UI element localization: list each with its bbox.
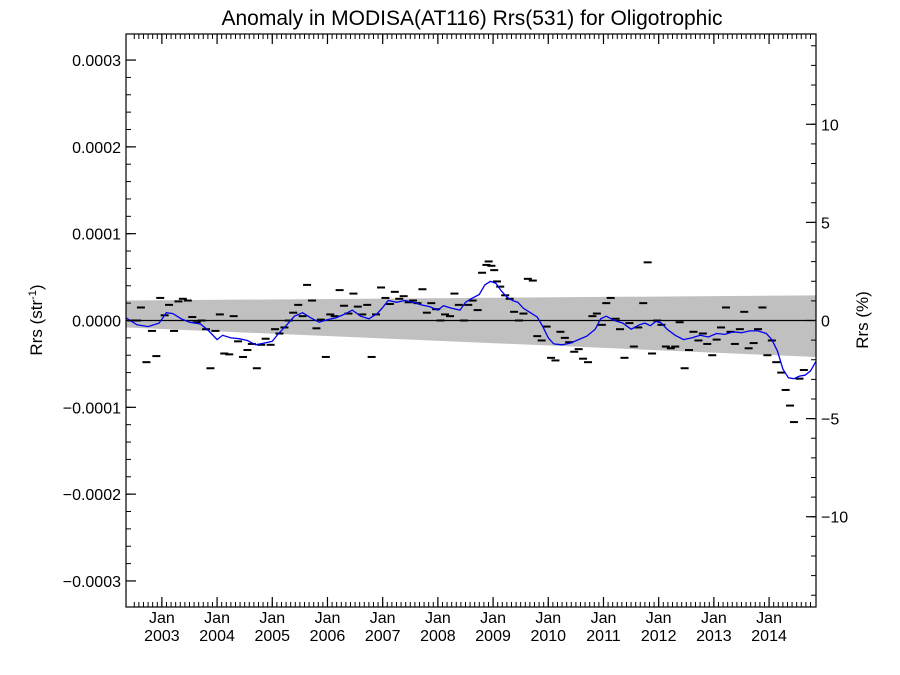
x-tick-label-month: Jan	[591, 610, 617, 627]
x-tick-label-month: Jan	[204, 610, 230, 627]
y-tick-label-left: 0.0000	[72, 314, 121, 331]
y-tick-label-left: 0.0003	[72, 53, 121, 70]
x-tick-label-year: 2014	[751, 628, 787, 645]
uncertainty-band	[126, 295, 816, 357]
y-tick-label-left: −0.0003	[63, 574, 121, 591]
y-axis-left-label-text: Rrs (str	[27, 300, 46, 356]
plot-inner	[126, 260, 816, 424]
x-tick-label-year: 2012	[641, 628, 677, 645]
chart-title: Anomaly in MODISA(AT116) Rrs(531) for Ol…	[221, 7, 722, 30]
y-tick-label-right: −5	[821, 412, 839, 429]
y-axis-left-label-sup: -1	[27, 290, 39, 300]
x-tick-label-month: Jan	[701, 610, 727, 627]
y-tick-label-right: 10	[821, 117, 839, 134]
x-tick-label-year: 2004	[199, 628, 235, 645]
x-tick-label-year: 2003	[144, 628, 180, 645]
x-tick-label-month: Jan	[535, 610, 561, 627]
x-tick-label-year: 2009	[475, 628, 511, 645]
x-tick-label-month: Jan	[480, 610, 506, 627]
x-tick-label-year: 2010	[530, 628, 566, 645]
x-tick-label-year: 2005	[254, 628, 290, 645]
plot-area: 0.0003 0.0002 0.0001 0.0000 −0.0001 −0.0002 −0…	[63, 33, 848, 645]
y-tick-label-right: 0	[821, 314, 830, 331]
y-tick-label-right: 5	[821, 215, 830, 232]
y-tick-label-left: 0.0002	[72, 140, 121, 157]
y-tick-label-left: −0.0002	[63, 487, 121, 504]
x-tick-label-month: Jan	[370, 610, 396, 627]
x-tick-label-month: Jan	[756, 610, 782, 627]
x-tick-label-month: Jan	[425, 610, 451, 627]
y-axis-left-label-close: )	[27, 284, 46, 290]
smoothed-series-line	[126, 280, 816, 380]
x-tick-label-year: 2007	[365, 628, 401, 645]
x-tick-label-month: Jan	[149, 610, 175, 627]
x-tick-label-month: Jan	[259, 610, 285, 627]
x-tick-label-year: 2008	[420, 628, 456, 645]
x-tick-label-month: Jan	[315, 610, 341, 627]
x-tick-label-year: 2006	[310, 628, 346, 645]
y-tick-label-left: −0.0001	[63, 400, 121, 417]
y-tick-label-right: −10	[821, 510, 848, 527]
y-tick-label-left: 0.0001	[72, 227, 121, 244]
x-tick-label-year: 2013	[696, 628, 732, 645]
x-tick-label-year: 2011	[586, 628, 621, 645]
y-axis-right-label: Rrs (%)	[853, 291, 872, 349]
y-axis-left-label: Rrs (str-1)	[27, 284, 46, 355]
x-tick-label-month: Jan	[646, 610, 672, 627]
